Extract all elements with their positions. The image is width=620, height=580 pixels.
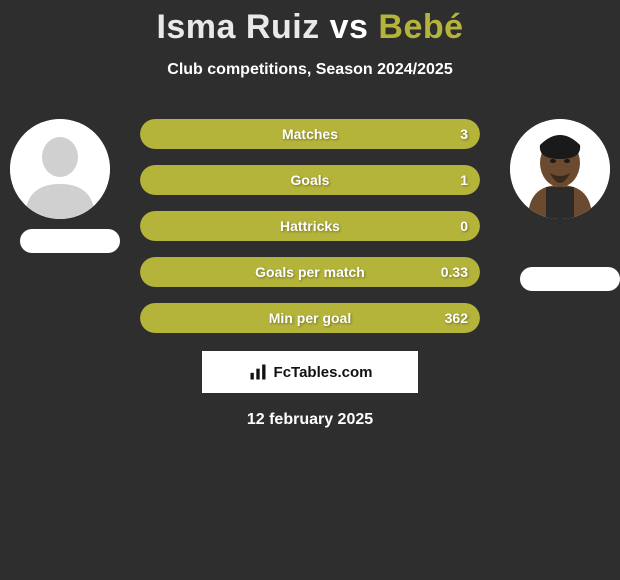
player-photo-icon	[510, 119, 610, 219]
stat-row: Min per goal 362	[140, 303, 480, 333]
stat-label: Goals per match	[255, 264, 365, 280]
brand-text: FcTables.com	[274, 364, 373, 381]
stat-value-right: 1	[460, 172, 468, 188]
title-player1: Isma Ruiz	[156, 8, 319, 46]
comparison-content: Matches 3 Goals 1 Hattricks 0 Goals per match 0…	[0, 119, 620, 333]
player1-club-badge	[20, 229, 120, 253]
stat-label: Goals	[291, 172, 330, 188]
stat-row: Goals 1	[140, 165, 480, 195]
stat-value-right: 0.33	[441, 264, 468, 280]
subtitle: Club competitions, Season 2024/2025	[0, 61, 620, 79]
stat-bars: Matches 3 Goals 1 Hattricks 0 Goals per match 0…	[140, 119, 480, 333]
stat-row: Goals per match 0.33	[140, 257, 480, 287]
stat-row: Hattricks 0	[140, 211, 480, 241]
player2-avatar	[510, 119, 610, 219]
stat-row: Matches 3	[140, 119, 480, 149]
stat-value-right: 3	[460, 126, 468, 142]
title-player2: Bebé	[378, 8, 463, 46]
stat-value-right: 362	[445, 310, 468, 326]
stat-value-right: 0	[460, 218, 468, 234]
player2-club-badge	[520, 267, 620, 291]
page-title: Isma Ruiz vs Bebé	[0, 0, 620, 47]
stat-label: Matches	[282, 126, 338, 142]
date-line: 12 february 2025	[0, 411, 620, 429]
player1-avatar	[10, 119, 110, 219]
stat-label: Min per goal	[269, 310, 351, 326]
bar-chart-icon	[248, 362, 268, 382]
silhouette-icon	[10, 119, 110, 219]
brand-badge[interactable]: FcTables.com	[202, 351, 418, 393]
stat-label: Hattricks	[280, 218, 340, 234]
title-vs: vs	[320, 8, 379, 46]
